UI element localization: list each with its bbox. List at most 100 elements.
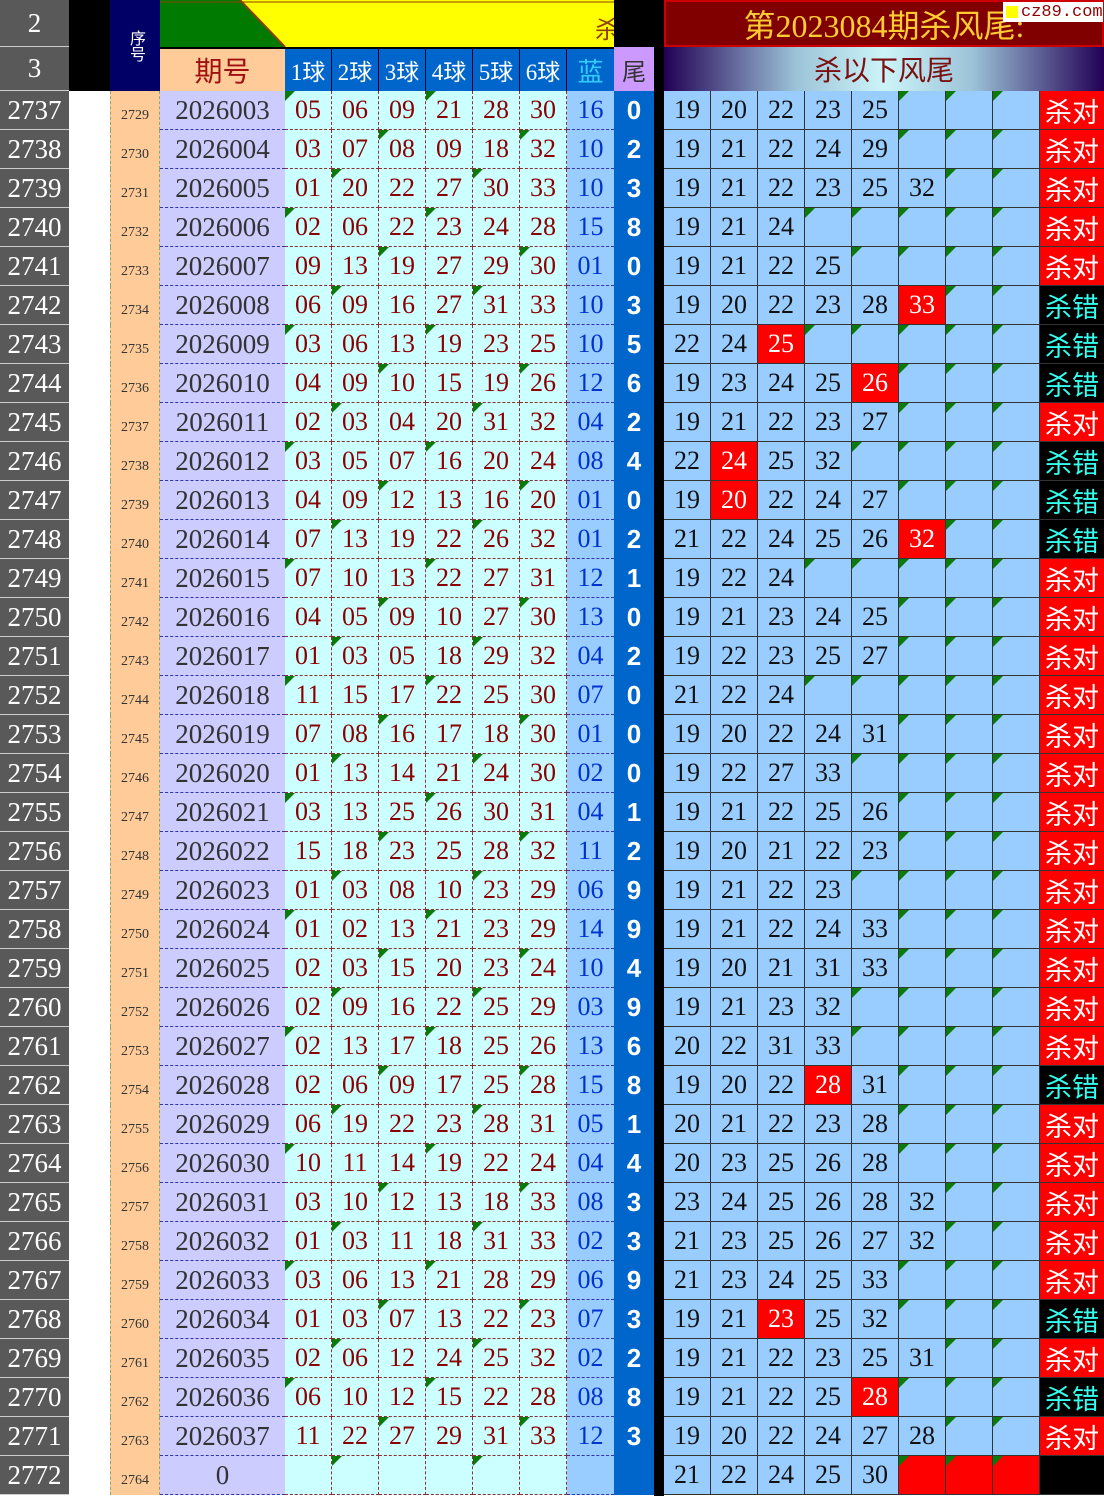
kill-number-cell[interactable]: 28 [805, 1066, 852, 1105]
ball-5-cell[interactable]: 28 [473, 1261, 520, 1300]
kill-number-cell[interactable]: 22 [758, 871, 805, 910]
blank-cell[interactable] [69, 676, 110, 715]
ball-3-cell[interactable]: 22 [379, 1105, 426, 1144]
row-header[interactable]: 2767 [0, 1261, 69, 1300]
kill-number-cell[interactable]: 24 [805, 910, 852, 949]
kill-empty-cell[interactable] [946, 442, 993, 481]
ball-5-cell[interactable]: 29 [473, 247, 520, 286]
blank-cell[interactable] [69, 247, 110, 286]
kill-empty-cell[interactable] [993, 1378, 1040, 1417]
seq-cell[interactable]: 2761 [110, 1339, 160, 1378]
blank-cell[interactable] [69, 442, 110, 481]
kill-number-cell[interactable]: 22 [758, 1066, 805, 1105]
kill-empty-cell[interactable] [946, 325, 993, 364]
seq-cell[interactable]: 2754 [110, 1066, 160, 1105]
kill-number-cell[interactable]: 24 [758, 676, 805, 715]
blue-ball-cell[interactable]: 02 [567, 1339, 614, 1378]
kill-number-cell[interactable]: 20 [711, 286, 758, 325]
kill-empty-cell[interactable] [993, 1183, 1040, 1222]
kill-empty-cell[interactable] [993, 1456, 1040, 1495]
result-badge[interactable]: 杀对 [1040, 1417, 1104, 1456]
kill-number-cell[interactable]: 21 [758, 832, 805, 871]
kill-number-cell[interactable]: 25 [852, 169, 899, 208]
kill-empty-cell[interactable] [946, 1378, 993, 1417]
row-header[interactable]: 2756 [0, 832, 69, 871]
blank-cell[interactable] [69, 1456, 110, 1495]
kill-number-cell[interactable]: 21 [711, 793, 758, 832]
ball-3-cell[interactable]: 22 [379, 169, 426, 208]
kill-empty-cell[interactable] [899, 1261, 946, 1300]
row-header[interactable]: 2764 [0, 1144, 69, 1183]
ball-2-cell[interactable]: 13 [332, 754, 379, 793]
ball-6-cell[interactable]: 30 [520, 598, 567, 637]
ball-3-cell[interactable]: 19 [379, 520, 426, 559]
seq-cell[interactable]: 2742 [110, 598, 160, 637]
seq-cell[interactable]: 2730 [110, 130, 160, 169]
kill-empty-cell[interactable] [852, 247, 899, 286]
kill-number-cell[interactable]: 20 [711, 91, 758, 130]
kill-empty-cell[interactable] [946, 91, 993, 130]
issue-cell[interactable]: 2026003 [160, 91, 285, 130]
issue-cell[interactable]: 2026030 [160, 1144, 285, 1183]
ball-2-cell[interactable]: 03 [332, 871, 379, 910]
blank-cell[interactable] [69, 715, 110, 754]
result-badge[interactable]: 杀对 [1040, 949, 1104, 988]
ball-4-cell[interactable]: 27 [426, 169, 473, 208]
row-header[interactable]: 2743 [0, 325, 69, 364]
tail-cell[interactable]: 5 [614, 325, 654, 364]
row-header[interactable]: 2750 [0, 598, 69, 637]
ball-6-cell[interactable]: 26 [520, 364, 567, 403]
blank-cell[interactable] [69, 169, 110, 208]
ball-2-cell[interactable]: 06 [332, 1261, 379, 1300]
ball-3-cell[interactable]: 08 [379, 130, 426, 169]
kill-number-cell[interactable]: 20 [664, 1144, 711, 1183]
kill-empty-cell[interactable] [946, 1417, 993, 1456]
kill-empty-cell[interactable] [993, 988, 1040, 1027]
kill-empty-cell[interactable] [946, 130, 993, 169]
blue-ball-cell[interactable]: 08 [567, 442, 614, 481]
blue-ball-cell[interactable]: 08 [567, 1378, 614, 1417]
row-header[interactable]: 2753 [0, 715, 69, 754]
kill-empty-cell[interactable] [899, 208, 946, 247]
kill-number-cell[interactable]: 24 [805, 715, 852, 754]
kill-number-cell[interactable]: 33 [852, 949, 899, 988]
ball-1-cell[interactable]: 10 [285, 1144, 332, 1183]
row-header[interactable]: 2772 [0, 1456, 69, 1495]
kill-number-cell[interactable]: 21 [711, 247, 758, 286]
row-header[interactable]: 2741 [0, 247, 69, 286]
issue-cell[interactable]: 2026012 [160, 442, 285, 481]
ball-1-cell[interactable]: 06 [285, 1105, 332, 1144]
kill-number-cell[interactable]: 24 [805, 481, 852, 520]
row-header[interactable]: 2740 [0, 208, 69, 247]
kill-empty-cell[interactable] [946, 1144, 993, 1183]
kill-number-cell[interactable]: 19 [664, 871, 711, 910]
blank-cell[interactable] [69, 208, 110, 247]
issue-cell[interactable]: 2026017 [160, 637, 285, 676]
kill-number-cell[interactable]: 22 [758, 1105, 805, 1144]
kill-empty-cell[interactable] [993, 715, 1040, 754]
kill-number-cell[interactable]: 24 [805, 1417, 852, 1456]
ball-1-cell[interactable]: 03 [285, 442, 332, 481]
kill-number-cell[interactable]: 24 [758, 1456, 805, 1495]
kill-empty-cell[interactable] [993, 1417, 1040, 1456]
kill-empty-cell[interactable] [946, 247, 993, 286]
kill-number-cell[interactable]: 32 [899, 520, 946, 559]
ball-5-cell[interactable]: 28 [473, 832, 520, 871]
ball-5-cell[interactable]: 18 [473, 130, 520, 169]
ball-4-cell[interactable]: 17 [426, 1066, 473, 1105]
blue-ball-cell[interactable]: 01 [567, 247, 614, 286]
blue-ball-cell[interactable]: 12 [567, 559, 614, 598]
ball-6-cell[interactable]: 32 [520, 637, 567, 676]
ball-6-cell[interactable]: 32 [520, 520, 567, 559]
kill-number-cell[interactable]: 21 [711, 130, 758, 169]
kill-empty-cell[interactable] [852, 208, 899, 247]
ball-5-cell[interactable]: 26 [473, 520, 520, 559]
kill-number-cell[interactable]: 24 [758, 559, 805, 598]
ball-5-cell[interactable]: 27 [473, 559, 520, 598]
ball-1-cell[interactable]: 01 [285, 910, 332, 949]
blue-ball-cell[interactable]: 11 [567, 832, 614, 871]
kill-empty-cell[interactable] [946, 1456, 993, 1495]
kill-empty-cell[interactable] [946, 1183, 993, 1222]
issue-cell[interactable]: 2026011 [160, 403, 285, 442]
tail-cell[interactable]: 9 [614, 988, 654, 1027]
